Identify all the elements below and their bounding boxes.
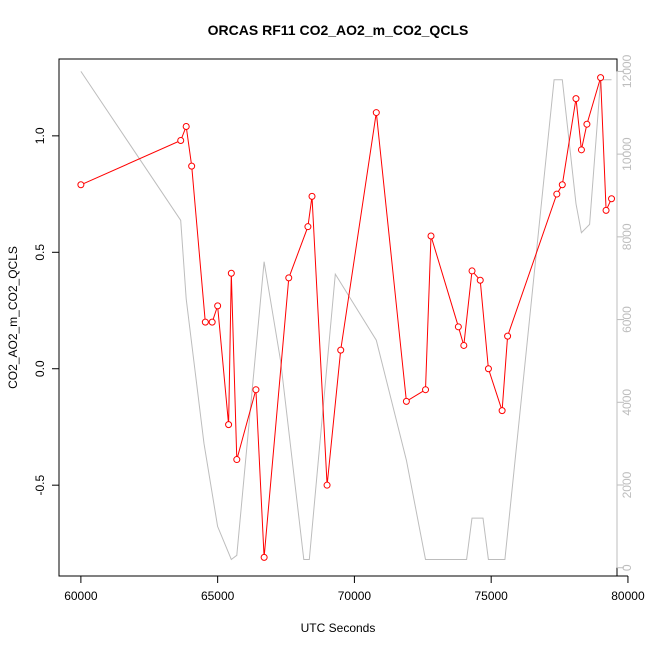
y-tick-label: 0.5 bbox=[33, 244, 47, 261]
data-point bbox=[308, 192, 316, 200]
data-point bbox=[597, 74, 605, 82]
y-axis-label: CO2_AO2_m_CO2_QCLS bbox=[6, 246, 20, 389]
series-layer bbox=[77, 71, 616, 561]
y2-tick-label: 6000 bbox=[620, 306, 634, 333]
y2-tick-label: 12000 bbox=[620, 54, 634, 88]
data-point bbox=[304, 223, 312, 231]
x-axis: 60000 65000 70000 75000 80000 bbox=[64, 575, 645, 603]
data-point bbox=[476, 276, 484, 284]
data-point bbox=[460, 341, 468, 349]
data-point bbox=[558, 181, 566, 189]
x-axis-label: UTC Seconds bbox=[301, 621, 376, 635]
data-point bbox=[285, 274, 293, 282]
data-point bbox=[225, 421, 233, 429]
y-tick-label: 1.0 bbox=[33, 127, 47, 144]
data-point bbox=[227, 269, 235, 277]
data-point bbox=[208, 318, 216, 326]
y-tick-label: -0.5 bbox=[33, 475, 47, 496]
data-point bbox=[602, 206, 610, 214]
x-tick-label: 60000 bbox=[64, 589, 98, 603]
y-tick-label: 0.0 bbox=[33, 360, 47, 377]
primary-series-line bbox=[80, 77, 612, 558]
data-point bbox=[177, 137, 185, 145]
x-tick-label: 75000 bbox=[474, 589, 508, 603]
data-point bbox=[233, 456, 241, 464]
y-axis-left: -0.5 0.0 0.5 1.0 bbox=[33, 127, 60, 496]
plot-frame bbox=[58, 58, 618, 577]
data-point bbox=[454, 323, 462, 331]
data-point bbox=[498, 407, 506, 415]
data-point bbox=[422, 386, 430, 394]
secondary-series-line bbox=[80, 71, 612, 561]
data-point bbox=[468, 267, 476, 275]
data-point bbox=[260, 553, 268, 561]
data-point bbox=[577, 146, 585, 154]
y2-tick-label: 2000 bbox=[620, 471, 634, 498]
chart-title: ORCAS RF11 CO2_AO2_m_CO2_QCLS bbox=[208, 22, 469, 38]
y2-tick-label: 0 bbox=[620, 564, 634, 571]
y2-tick-label: 4000 bbox=[620, 389, 634, 416]
plot-box bbox=[58, 58, 618, 577]
data-point bbox=[372, 109, 380, 117]
y2-tick-label: 10000 bbox=[620, 137, 634, 171]
x-tick-label: 70000 bbox=[338, 589, 372, 603]
data-point bbox=[402, 397, 410, 405]
data-point bbox=[77, 181, 85, 189]
x-tick-label: 80000 bbox=[611, 589, 645, 603]
data-point bbox=[608, 195, 616, 203]
data-point bbox=[188, 162, 196, 170]
data-point bbox=[182, 123, 190, 131]
data-point bbox=[252, 386, 260, 394]
data-point bbox=[323, 481, 331, 489]
data-point bbox=[201, 318, 209, 326]
data-point bbox=[484, 365, 492, 373]
y-axis-right: 0 2000 4000 6000 8000 10000 12000 bbox=[616, 54, 634, 571]
y2-tick-label: 8000 bbox=[620, 223, 634, 250]
data-point bbox=[427, 232, 435, 240]
data-point bbox=[553, 190, 561, 198]
data-point bbox=[214, 302, 222, 310]
x-tick-label: 65000 bbox=[201, 589, 235, 603]
data-point bbox=[337, 346, 345, 354]
data-point bbox=[583, 120, 591, 128]
data-point bbox=[572, 95, 580, 103]
data-point bbox=[504, 332, 512, 340]
